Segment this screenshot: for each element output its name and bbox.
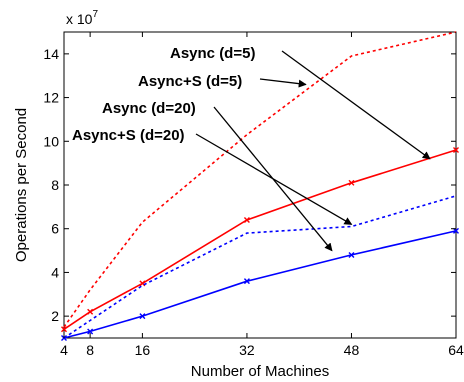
- y-tick-label: 2: [51, 308, 59, 324]
- y-axis-ticks: 2 4 6 8 10 12 14: [43, 46, 456, 324]
- annotation-arrow: [195, 133, 353, 225]
- data-point: [348, 251, 355, 258]
- series-line: [63, 31, 457, 328]
- data-point: [243, 216, 250, 223]
- y-tick-label: 10: [43, 133, 59, 149]
- series-line: [63, 149, 457, 330]
- x-axis-label: Number of Machines: [191, 363, 329, 380]
- y-tick-label: 4: [51, 264, 59, 280]
- y-tick-label: 6: [51, 221, 59, 237]
- data-point: [243, 278, 250, 285]
- y-tick-label: 12: [43, 90, 59, 106]
- x-tick-label: 16: [135, 342, 151, 358]
- annotation-label: Async+S (d=5): [138, 73, 242, 90]
- annotation-arrow: [281, 50, 431, 160]
- x-tick-label: 48: [344, 342, 360, 358]
- data-point: [139, 313, 146, 320]
- annotation-label: Async (d=20): [102, 100, 196, 117]
- x-tick-label: 64: [448, 342, 464, 358]
- y-tick-label: 14: [43, 46, 59, 62]
- x-tick-label: 4: [60, 342, 68, 358]
- data-point: [453, 227, 459, 234]
- annotation-label: Async (d=5): [170, 45, 255, 62]
- y-multiplier-base: x 10: [66, 11, 93, 27]
- y-multiplier-label: x 107: [66, 9, 98, 27]
- y-axis-label: Operations per Second: [13, 108, 30, 262]
- y-multiplier-exponent: 7: [92, 9, 98, 20]
- data-point: [61, 326, 67, 333]
- x-tick-label: 8: [86, 342, 94, 358]
- y-tick-label: 8: [51, 177, 59, 193]
- data-point: [348, 179, 355, 186]
- plot-frame: [63, 31, 457, 339]
- data-point: [87, 308, 94, 315]
- series-layer: [61, 31, 459, 341]
- series-line: [63, 230, 457, 339]
- annotation-label: Async+S (d=20): [72, 127, 185, 144]
- annotation-arrow: [259, 78, 307, 88]
- x-axis-ticks: 4 8 16 32 48 64: [60, 32, 464, 358]
- data-point: [453, 147, 459, 154]
- x-tick-label: 32: [239, 342, 255, 358]
- annotation-layer: Async (d=5) Async+S (d=5) Async (d=20) Asyn…: [72, 45, 431, 252]
- series-line: [63, 195, 457, 339]
- data-point: [87, 328, 94, 335]
